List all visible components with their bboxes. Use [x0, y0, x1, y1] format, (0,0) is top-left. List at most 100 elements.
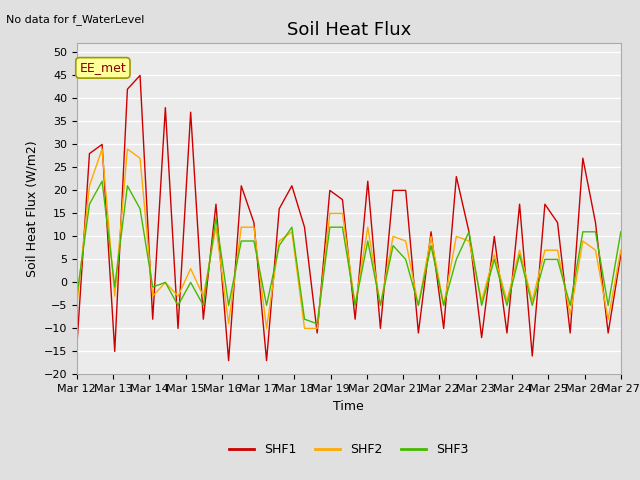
SHF3	[212, 215, 220, 221]
SHF1	[554, 220, 561, 226]
SHF1	[200, 316, 207, 322]
SHF2	[275, 238, 283, 244]
SHF2	[111, 293, 118, 299]
SHF2	[174, 293, 182, 299]
SHF3	[541, 256, 548, 262]
SHF1	[86, 151, 93, 156]
SHF1	[99, 142, 106, 147]
Text: No data for f_WaterLevel: No data for f_WaterLevel	[6, 14, 145, 25]
SHF3	[73, 293, 81, 299]
SHF3	[516, 252, 524, 258]
SHF1	[503, 330, 511, 336]
SHF3	[237, 238, 245, 244]
SHF1	[364, 178, 372, 184]
SHF1	[174, 325, 182, 331]
Line: SHF1: SHF1	[77, 75, 621, 360]
Y-axis label: Soil Heat Flux (W/m2): Soil Heat Flux (W/m2)	[25, 141, 38, 277]
SHF1	[212, 201, 220, 207]
SHF3	[136, 206, 144, 212]
SHF3	[376, 302, 384, 308]
SHF1	[187, 109, 195, 115]
SHF1	[314, 330, 321, 336]
SHF1	[225, 358, 232, 363]
SHF2	[617, 247, 625, 253]
SHF3	[225, 302, 232, 308]
SHF1	[604, 330, 612, 336]
SHF2	[541, 247, 548, 253]
SHF3	[263, 302, 271, 308]
SHF1	[136, 72, 144, 78]
SHF1	[339, 197, 346, 203]
SHF2	[529, 298, 536, 304]
SHF3	[478, 302, 486, 308]
Text: EE_met: EE_met	[79, 61, 126, 74]
SHF1	[73, 344, 81, 349]
SHF1	[376, 325, 384, 331]
SHF2	[566, 312, 574, 317]
SHF3	[503, 302, 511, 308]
SHF1	[250, 220, 258, 226]
SHF3	[554, 256, 561, 262]
SHF3	[326, 224, 333, 230]
SHF1	[263, 358, 271, 363]
SHF3	[200, 302, 207, 308]
SHF2	[288, 229, 296, 235]
X-axis label: Time: Time	[333, 400, 364, 413]
SHF3	[579, 229, 587, 235]
SHF3	[351, 302, 359, 308]
SHF1	[275, 206, 283, 212]
SHF2	[73, 302, 81, 308]
SHF3	[111, 284, 118, 290]
SHF2	[516, 247, 524, 253]
SHF3	[415, 302, 422, 308]
SHF1	[427, 229, 435, 235]
SHF3	[124, 183, 131, 189]
SHF1	[326, 188, 333, 193]
SHF3	[529, 302, 536, 308]
SHF3	[275, 243, 283, 249]
SHF2	[314, 325, 321, 331]
SHF3	[427, 243, 435, 249]
SHF1	[237, 183, 245, 189]
Line: SHF3: SHF3	[77, 181, 621, 324]
SHF1	[465, 229, 473, 235]
SHF2	[263, 325, 271, 331]
SHF2	[149, 293, 157, 299]
SHF2	[415, 302, 422, 308]
SHF2	[465, 238, 473, 244]
SHF1	[541, 201, 548, 207]
SHF3	[288, 224, 296, 230]
SHF1	[288, 183, 296, 189]
SHF2	[124, 146, 131, 152]
SHF3	[490, 256, 498, 262]
SHF2	[161, 279, 169, 285]
SHF2	[490, 252, 498, 258]
SHF2	[452, 233, 460, 239]
SHF3	[591, 229, 599, 235]
SHF1	[149, 316, 157, 322]
SHF1	[440, 325, 447, 331]
SHF2	[136, 156, 144, 161]
SHF2	[212, 224, 220, 230]
SHF2	[376, 302, 384, 308]
SHF3	[465, 229, 473, 235]
SHF1	[389, 188, 397, 193]
SHF2	[402, 238, 410, 244]
SHF2	[200, 293, 207, 299]
SHF3	[161, 279, 169, 285]
SHF2	[326, 211, 333, 216]
SHF1	[111, 348, 118, 354]
SHF2	[440, 302, 447, 308]
SHF2	[250, 224, 258, 230]
SHF3	[617, 229, 625, 235]
SHF3	[440, 302, 447, 308]
SHF3	[86, 201, 93, 207]
SHF2	[478, 298, 486, 304]
Title: Soil Heat Flux: Soil Heat Flux	[287, 21, 411, 39]
SHF1	[566, 330, 574, 336]
SHF3	[250, 238, 258, 244]
SHF3	[149, 284, 157, 290]
SHF2	[339, 211, 346, 216]
SHF3	[364, 238, 372, 244]
SHF2	[503, 298, 511, 304]
